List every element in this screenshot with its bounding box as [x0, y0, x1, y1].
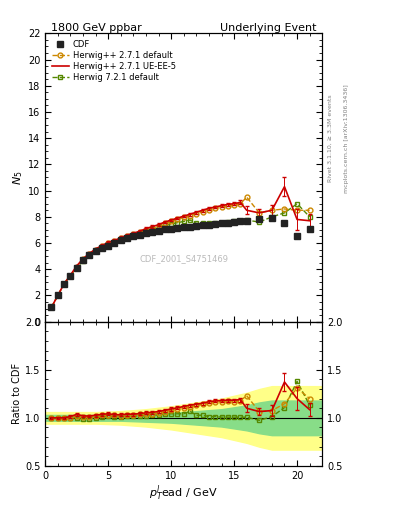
Text: Underlying Event: Underlying Event	[220, 23, 317, 32]
X-axis label: $p_T^l$ead / GeV: $p_T^l$ead / GeV	[149, 483, 218, 503]
Text: mcplots.cern.ch [arXiv:1306.3436]: mcplots.cern.ch [arXiv:1306.3436]	[344, 84, 349, 193]
Text: CDF_2001_S4751469: CDF_2001_S4751469	[139, 254, 228, 263]
Legend: CDF, Herwig++ 2.7.1 default, Herwig++ 2.7.1 UE-EE-5, Herwig 7.2.1 default: CDF, Herwig++ 2.7.1 default, Herwig++ 2.…	[50, 37, 178, 84]
Text: 1800 GeV ppbar: 1800 GeV ppbar	[51, 23, 141, 32]
Text: Rivet 3.1.10, ≥ 3.3M events: Rivet 3.1.10, ≥ 3.3M events	[328, 94, 333, 182]
Y-axis label: Ratio to CDF: Ratio to CDF	[12, 363, 22, 424]
Y-axis label: $N_5$: $N_5$	[11, 170, 25, 185]
